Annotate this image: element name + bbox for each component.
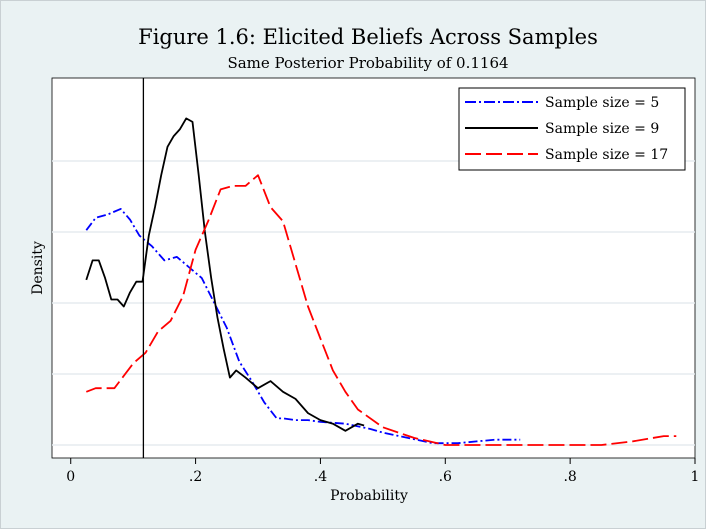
x-tick-label: .4 <box>314 469 327 485</box>
series-line-sample-size-17 <box>85 174 677 446</box>
series-layer <box>85 117 677 446</box>
y-axis-label: Density <box>30 241 46 295</box>
legend-label-sample-size-5: Sample size = 5 <box>545 95 659 111</box>
x-axis: 0 .2 .4 .6 .8 1 <box>66 458 699 485</box>
chart-title: Figure 1.6: Elicited Beliefs Across Samp… <box>138 25 598 49</box>
legend: Sample size = 5 Sample size = 9 Sample s… <box>458 87 686 171</box>
x-tick-label: 0 <box>66 469 75 485</box>
x-tick-label: .6 <box>439 469 452 485</box>
series-line-sample-size-9 <box>85 117 365 432</box>
legend-label-sample-size-17: Sample size = 17 <box>545 147 668 163</box>
chart-subtitle: Same Posterior Probability of 0.1164 <box>227 54 508 72</box>
x-tick-label: .8 <box>563 469 576 485</box>
series-line-sample-size-5 <box>85 207 521 445</box>
legend-label-sample-size-9: Sample size = 9 <box>545 121 659 137</box>
x-tick-label: 1 <box>691 469 700 485</box>
x-tick-label: .2 <box>189 469 202 485</box>
x-axis-label: Probability <box>330 488 408 504</box>
